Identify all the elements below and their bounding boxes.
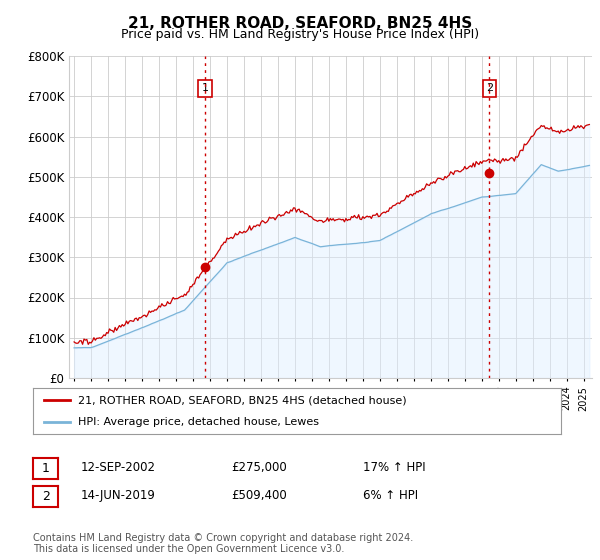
Text: 2: 2	[41, 489, 50, 503]
Text: Contains HM Land Registry data © Crown copyright and database right 2024.
This d: Contains HM Land Registry data © Crown c…	[33, 533, 413, 554]
Text: HPI: Average price, detached house, Lewes: HPI: Average price, detached house, Lewe…	[78, 417, 319, 427]
Text: 21, ROTHER ROAD, SEAFORD, BN25 4HS (detached house): 21, ROTHER ROAD, SEAFORD, BN25 4HS (deta…	[78, 395, 407, 405]
Text: 6% ↑ HPI: 6% ↑ HPI	[363, 489, 418, 502]
Text: 21, ROTHER ROAD, SEAFORD, BN25 4HS: 21, ROTHER ROAD, SEAFORD, BN25 4HS	[128, 16, 472, 31]
Text: 14-JUN-2019: 14-JUN-2019	[81, 489, 156, 502]
Text: 2: 2	[486, 83, 493, 93]
Text: 12-SEP-2002: 12-SEP-2002	[81, 461, 156, 474]
Text: 1: 1	[202, 83, 208, 93]
Text: 1: 1	[41, 461, 50, 475]
Text: £509,400: £509,400	[231, 489, 287, 502]
Text: £275,000: £275,000	[231, 461, 287, 474]
Text: 17% ↑ HPI: 17% ↑ HPI	[363, 461, 425, 474]
Text: Price paid vs. HM Land Registry's House Price Index (HPI): Price paid vs. HM Land Registry's House …	[121, 28, 479, 41]
